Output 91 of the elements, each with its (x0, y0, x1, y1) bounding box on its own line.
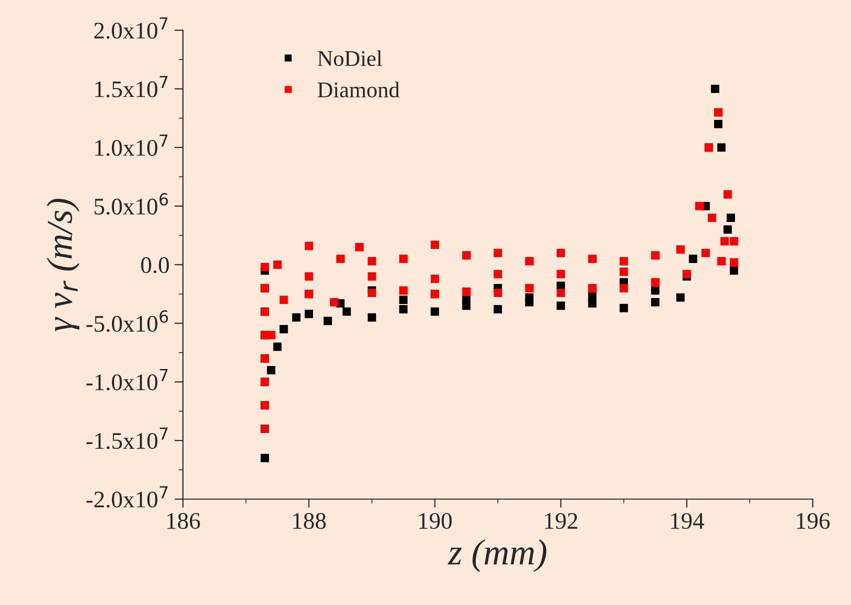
point (430, 274, 440, 283)
point (399, 286, 408, 295)
x-axis-title: z (mm) (448, 539, 546, 572)
point (676, 293, 685, 302)
point (368, 272, 376, 281)
point (280, 296, 288, 304)
point (651, 298, 660, 306)
point (430, 240, 440, 249)
point (336, 254, 345, 263)
y-axis-title: γ v$_{r}$ (m/s) (46, 198, 80, 332)
point (651, 251, 660, 260)
point (717, 143, 726, 152)
point (368, 313, 376, 322)
point (324, 316, 332, 326)
point (266, 366, 276, 374)
point (724, 225, 732, 234)
y-tick-label: -2.0x10$^{7}$ (86, 486, 168, 508)
point (355, 242, 364, 252)
legend-label: Diamond (318, 82, 400, 98)
y-tick-label: 2.0x10$^{7}$ (94, 17, 168, 39)
point (588, 292, 596, 301)
point (556, 270, 565, 278)
point (273, 260, 282, 269)
point (494, 248, 502, 258)
point (708, 214, 716, 222)
point (730, 258, 738, 267)
point (462, 296, 471, 304)
point (525, 284, 534, 292)
point (280, 324, 288, 334)
point (726, 214, 736, 222)
point (714, 120, 722, 128)
point (730, 266, 738, 275)
point (556, 302, 565, 310)
point (714, 108, 722, 116)
point (695, 202, 704, 210)
point (588, 254, 596, 263)
y-tick-label: -5.0x10$^{6}$ (86, 310, 168, 332)
point (676, 245, 685, 254)
y-tick-label: 5.0x10$^{6}$ (94, 193, 168, 215)
point (525, 257, 534, 266)
point (730, 237, 738, 246)
point (620, 257, 628, 266)
y-tick-label: -1.5x10$^{7}$ (86, 428, 168, 450)
point (620, 268, 628, 276)
point (462, 287, 471, 296)
point (260, 262, 269, 272)
y-tick-label: 1.5x10$^{7}$ (95, 76, 168, 98)
point (399, 296, 408, 304)
point (494, 270, 502, 278)
point (260, 454, 269, 462)
point (368, 288, 376, 297)
point (720, 237, 729, 246)
legend-label: NoDiel (318, 50, 382, 66)
point (701, 248, 710, 258)
y-tick-label: 0.0 (141, 257, 169, 274)
point (273, 342, 282, 351)
point (688, 254, 698, 263)
point (710, 84, 720, 94)
y-tick-label: 1.0x10$^{7}$ (95, 134, 168, 156)
y-tick-label: -1.0x10$^{7}$ (86, 369, 168, 390)
point (368, 257, 376, 266)
x-tick-label: 194 (671, 513, 704, 529)
point (724, 190, 732, 199)
point (399, 305, 408, 314)
point (525, 293, 534, 302)
point (556, 288, 565, 297)
point (717, 257, 726, 266)
x-tick-label: 188 (293, 513, 326, 529)
point (342, 307, 351, 316)
point (430, 307, 440, 316)
point (399, 254, 408, 263)
point (494, 305, 502, 314)
point (304, 242, 314, 250)
point (462, 251, 471, 260)
point (620, 284, 628, 292)
point (304, 310, 314, 318)
point (651, 286, 660, 295)
point (556, 248, 565, 258)
x-tick-label: 196 (797, 513, 830, 529)
point (494, 288, 502, 297)
point (588, 284, 596, 292)
point (304, 272, 314, 281)
point (651, 278, 660, 286)
point (330, 298, 338, 306)
point (266, 330, 276, 340)
x-tick-label: 192 (545, 513, 578, 529)
point (682, 270, 691, 278)
point (620, 304, 628, 312)
point (292, 313, 300, 322)
x-tick-label: 186 (167, 513, 200, 529)
x-tick-label: 190 (419, 513, 452, 529)
